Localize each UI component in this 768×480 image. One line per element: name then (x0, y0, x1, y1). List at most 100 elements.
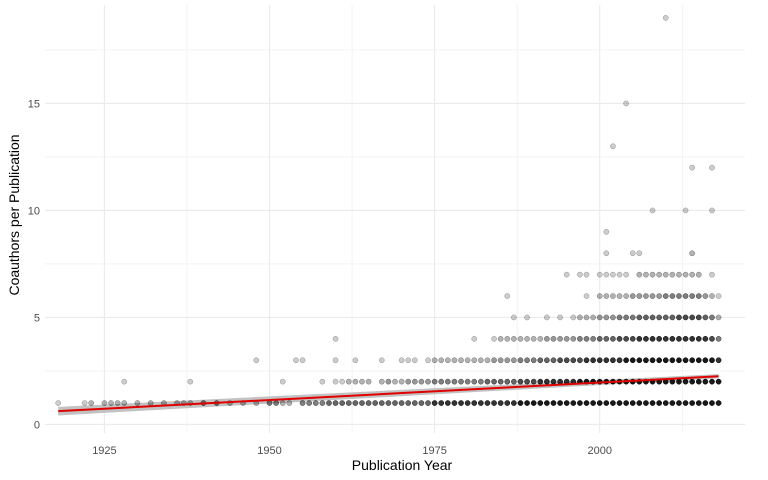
data-point (682, 207, 689, 214)
data-point (134, 400, 141, 406)
data-point (649, 357, 656, 364)
data-point (418, 378, 425, 385)
data-point (656, 314, 663, 321)
data-point (702, 293, 709, 299)
data-point (603, 228, 610, 235)
data-point (114, 400, 121, 406)
data-point (583, 293, 590, 299)
data-point (431, 378, 438, 385)
data-point (411, 378, 418, 385)
data-point (590, 400, 596, 406)
data-point (299, 357, 306, 364)
trend-line-path (58, 375, 719, 413)
data-point (590, 314, 596, 321)
data-point (438, 400, 445, 406)
data-point (491, 335, 497, 342)
y-axis-title: Coauthors per Publication (6, 134, 22, 295)
data-point (676, 400, 682, 406)
data-point (570, 335, 577, 342)
data-point (458, 400, 464, 406)
data-point (451, 400, 458, 406)
data-point (563, 400, 570, 406)
data-point (682, 314, 689, 321)
data-point (636, 335, 643, 342)
data-point (511, 378, 517, 385)
data-point (345, 400, 352, 406)
data-point (537, 400, 544, 406)
data-point (484, 357, 491, 364)
data-point (438, 357, 445, 364)
minor-gridlines (45, 5, 745, 433)
data-point (715, 335, 722, 342)
data-point (484, 400, 491, 406)
data-point (689, 164, 696, 171)
data-point (577, 335, 583, 342)
data-point (392, 400, 398, 406)
data-point (359, 400, 365, 406)
data-point (695, 293, 702, 299)
data-point (669, 400, 676, 406)
data-point (464, 378, 471, 385)
data-point (511, 357, 517, 364)
data-point (603, 400, 610, 406)
data-point (563, 335, 570, 342)
data-point (557, 335, 563, 342)
data-point (557, 378, 563, 385)
data-point (451, 378, 458, 385)
data-point (319, 378, 326, 385)
data-point (550, 400, 557, 406)
data-point (491, 357, 497, 364)
data-point (279, 378, 286, 385)
data-point (649, 271, 656, 278)
data-point (504, 335, 511, 342)
x-axis-tick-labels: 1925 1950 1975 2000 (92, 445, 612, 457)
data-point (497, 335, 504, 342)
data-point (629, 400, 636, 406)
data-point (299, 400, 306, 406)
data-point (623, 314, 629, 321)
data-point (682, 400, 689, 406)
data-point (471, 335, 478, 342)
data-point (682, 335, 689, 342)
data-point (530, 378, 537, 385)
data-point (596, 400, 603, 406)
data-point (504, 378, 511, 385)
data-point (550, 378, 557, 385)
data-point (676, 293, 682, 299)
data-point (662, 357, 669, 364)
data-point (458, 357, 464, 364)
data-point (444, 357, 451, 364)
data-point (709, 314, 715, 321)
data-point (715, 293, 722, 299)
data-point (689, 250, 696, 257)
data-point (504, 357, 511, 364)
data-point (477, 357, 484, 364)
data-point (425, 378, 431, 385)
data-point (517, 357, 524, 364)
data-point (537, 378, 544, 385)
data-point (695, 314, 702, 321)
x-tick-label: 1975 (422, 445, 446, 457)
data-point (689, 335, 696, 342)
data-point (537, 357, 544, 364)
data-point (444, 378, 451, 385)
data-point (596, 271, 603, 278)
data-point (544, 357, 550, 364)
data-point (484, 378, 491, 385)
data-point (676, 357, 682, 364)
data-point (669, 357, 676, 364)
data-point (544, 335, 550, 342)
data-point (702, 378, 709, 385)
data-point (570, 314, 577, 321)
data-point (656, 271, 663, 278)
data-point (695, 335, 702, 342)
data-point (431, 400, 438, 406)
data-point (577, 314, 583, 321)
data-point (352, 400, 359, 406)
data-point (596, 293, 603, 299)
data-point (378, 400, 385, 406)
data-point (352, 357, 359, 364)
data-point (616, 314, 623, 321)
data-point (577, 357, 583, 364)
data-point (293, 357, 299, 364)
